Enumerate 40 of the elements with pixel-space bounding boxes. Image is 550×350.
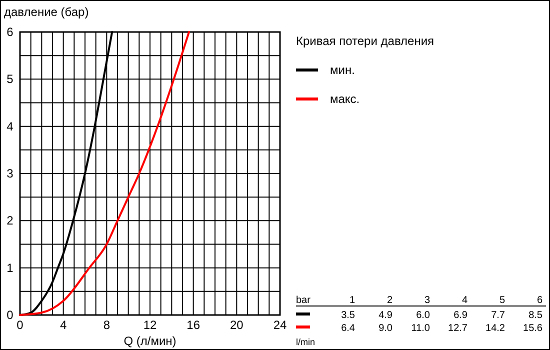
y-tick-label: 2 [6,214,14,228]
text: 1 [349,295,356,306]
text: 6.4 [341,323,356,334]
text: 3.5 [341,310,356,321]
y-tick-label: 4 [6,119,14,134]
text: 4 [462,295,468,306]
legend-title: Кривая потери давления [296,34,434,48]
text: 6.9 [454,310,468,321]
y-tick-label: 0 [6,308,14,322]
text: 4.9 [378,310,393,321]
x-tick-label: 12 [143,318,157,332]
text: 8.5 [528,310,543,321]
text: 3 [424,295,430,306]
text: 5 [499,295,506,306]
y-tick-label: 1 [6,260,14,275]
legend-label: мин. [330,63,355,77]
text: 11.0 [411,323,430,334]
line-series [19,31,190,316]
x-axis-title: Q (л/мин) [124,334,176,348]
text: 6 [536,295,543,306]
text: 6.0 [416,310,430,321]
legend-label: макс. [330,92,360,106]
y-tick-label: 3 [6,166,14,180]
text: 15.6 [523,323,543,334]
x-tick-label: 16 [186,318,200,332]
x-tick-label: 8 [103,318,110,332]
x-tick-label: 20 [230,318,244,332]
x-tick-label: 24 [273,318,287,332]
y-axis-title: давление (бар) [4,5,89,19]
text: bar [296,295,312,306]
text: l/min [296,337,316,347]
text: 7.7 [491,310,506,321]
text: 14.2 [486,323,506,334]
x-tick-label: 4 [60,318,67,332]
y-tick-label: 5 [6,72,14,86]
x-tick-label: 0 [16,318,24,332]
text: 12.7 [448,323,468,334]
text: 2 [386,295,393,306]
text: 9.0 [378,323,393,334]
y-tick-label: 6 [6,25,14,39]
